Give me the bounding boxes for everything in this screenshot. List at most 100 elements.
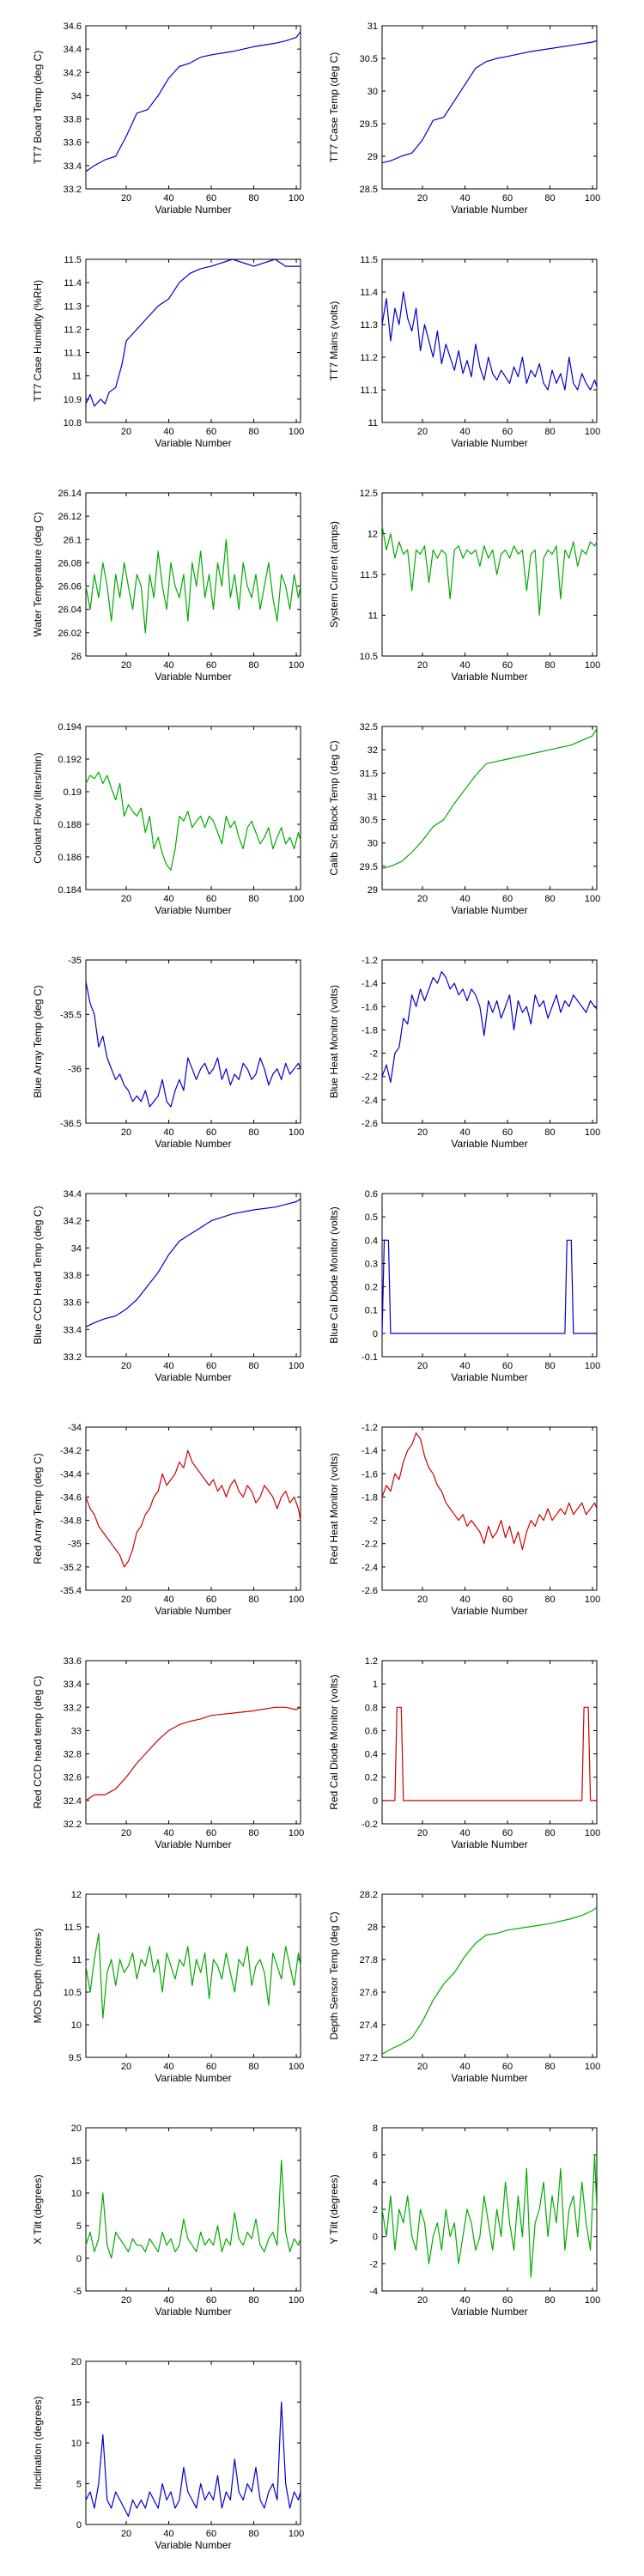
x-tick-label: 40 — [163, 2062, 173, 2072]
y-tick-label: -2 — [369, 2259, 378, 2269]
y-tick-label: 26.12 — [58, 512, 82, 522]
y-axis-label: Calib Src Block Temp (deg C) — [328, 740, 340, 875]
x-tick-label: 60 — [502, 2295, 513, 2306]
x-tick-label: 60 — [206, 1127, 216, 1138]
y-tick-label: -34.4 — [60, 1469, 82, 1479]
series-line-1 — [85, 538, 301, 634]
x-tick-label: 40 — [459, 894, 470, 904]
x-tick-label: 20 — [417, 2295, 428, 2306]
chart-8: 20 40 60 80 100 29 29.5 30 30.5 31 31.5 32 32.5 Varia… — [328, 722, 600, 916]
chart-13: 20 40 60 80 100 -35.4 -35.2 -35 -34.8 -34.6 -34.4 -… — [32, 1423, 304, 1617]
y-tick-label: 33.2 — [64, 1352, 82, 1363]
y-tick-label: 27.4 — [360, 2020, 378, 2031]
y-tick-label: 26.02 — [58, 629, 82, 639]
x-axis-label: Variable Number — [155, 671, 231, 683]
x-tick-label: 20 — [417, 660, 428, 671]
y-tick-label: -1.8 — [361, 1025, 378, 1036]
x-tick-label: 80 — [248, 1361, 258, 1371]
y-tick-label: 11.2 — [64, 325, 82, 335]
x-tick-label: 40 — [163, 193, 173, 204]
x-tick-label: 60 — [206, 2529, 216, 2539]
y-axis-label: MOS Depth (meters) — [32, 1929, 44, 2024]
y-tick-label: 33.6 — [64, 138, 82, 149]
series-line-1 — [85, 981, 301, 1108]
plot-frame — [381, 959, 598, 1124]
y-axis-label: Blue Cal Diode Monitor (volts) — [328, 1206, 340, 1343]
x-tick-label: 100 — [585, 193, 600, 204]
chart-18: 20 40 60 80 100 27.2 27.4 27.6 27.8 28 28.2 Variabl… — [328, 1890, 600, 2084]
y-tick-label: 33.8 — [64, 115, 82, 125]
x-tick-label: 40 — [459, 660, 470, 671]
y-tick-label: 5 — [76, 2480, 82, 2490]
series-line-1 — [381, 291, 598, 391]
x-tick-label: 80 — [544, 894, 555, 904]
x-tick-label: 100 — [289, 427, 304, 437]
chart-14: 20 40 60 80 100 -2.6 -2.4 -2.2 -2 -1.8 -1.6 -1.4 -1.… — [328, 1423, 600, 1617]
x-axis-label: Variable Number — [451, 2306, 527, 2318]
y-tick-label: 29 — [368, 152, 378, 162]
x-axis-label: Variable Number — [451, 904, 527, 916]
y-tick-label: 28.5 — [360, 185, 378, 195]
y-tick-label: 32.2 — [64, 1820, 82, 1830]
y-tick-label: 27.6 — [360, 1988, 378, 1998]
series-line-1 — [85, 2401, 301, 2518]
chart-16: 20 40 60 80 100 -0.2 0 0.2 0.4 0.6 0.8 1 1.2 Variable… — [328, 1656, 600, 1850]
y-tick-label: 0.194 — [58, 722, 82, 732]
x-tick-label: 40 — [163, 2295, 173, 2306]
x-axis-label: Variable Number — [451, 1138, 527, 1150]
x-axis-label: Variable Number — [451, 1838, 527, 1850]
y-tick-label: -34.8 — [60, 1516, 82, 1527]
y-tick-label: 11.1 — [360, 386, 378, 396]
x-axis-label: Variable Number — [155, 437, 231, 449]
y-tick-label: 11 — [368, 418, 378, 428]
chart-20: 20 40 60 80 100 -4 -2 0 2 4 6 8 Variable Number Y Til… — [328, 2123, 600, 2318]
y-tick-label: -2 — [369, 1516, 378, 1527]
x-tick-label: 20 — [121, 894, 131, 904]
y-tick-label: 26.04 — [58, 605, 82, 616]
y-tick-label: 34 — [71, 1243, 82, 1254]
x-tick-label: 20 — [121, 1361, 131, 1371]
y-tick-label: 33.4 — [64, 1325, 82, 1335]
x-axis-label: Variable Number — [155, 2539, 231, 2551]
y-tick-label: 8 — [373, 2123, 378, 2134]
y-tick-label: 26.14 — [58, 489, 82, 499]
y-tick-label: 33.8 — [64, 1271, 82, 1281]
y-tick-label: 30.5 — [360, 816, 378, 826]
y-tick-label: 0.184 — [58, 885, 82, 896]
y-tick-label: 34.4 — [64, 45, 82, 55]
series-line-1 — [85, 1198, 301, 1327]
chart-11: 20 40 60 80 100 33.2 33.4 33.6 33.8 34 34.2 34.4 Var… — [32, 1189, 304, 1383]
x-tick-label: 60 — [502, 1828, 513, 1838]
y-tick-label: 28.2 — [360, 1890, 378, 1900]
plot-frame — [381, 726, 598, 890]
x-tick-label: 80 — [544, 1828, 555, 1838]
y-tick-label: 10 — [71, 2189, 82, 2199]
y-tick-label: -1.6 — [361, 1469, 378, 1479]
y-tick-label: 0.5 — [365, 1212, 378, 1223]
x-tick-label: 80 — [248, 427, 258, 437]
x-tick-label: 80 — [544, 193, 555, 204]
y-tick-label: 33.4 — [64, 1680, 82, 1690]
x-tick-label: 60 — [206, 1828, 216, 1838]
y-axis-label: System Current (amps) — [328, 521, 340, 628]
x-tick-label: 60 — [502, 427, 513, 437]
plot-frame — [85, 2360, 301, 2525]
x-tick-label: 80 — [544, 660, 555, 671]
y-tick-label: 27.8 — [360, 1955, 378, 1965]
x-tick-label: 100 — [289, 1361, 304, 1371]
series-line-1 — [85, 1449, 301, 1568]
y-tick-label: 33.4 — [64, 161, 82, 172]
x-tick-label: 40 — [459, 1828, 470, 1838]
y-tick-label: 30.5 — [360, 54, 378, 64]
x-tick-label: 60 — [502, 660, 513, 671]
y-tick-label: 6 — [373, 2151, 378, 2161]
y-tick-label: -0.1 — [361, 1352, 378, 1363]
y-tick-label: 31 — [368, 21, 378, 32]
series-line-1 — [381, 970, 598, 1084]
y-tick-label: 0.6 — [365, 1189, 378, 1200]
x-axis-label: Variable Number — [451, 1371, 527, 1383]
y-tick-label: -2.2 — [361, 1072, 378, 1083]
x-tick-label: 60 — [502, 193, 513, 204]
y-tick-label: 11 — [368, 611, 378, 622]
y-axis-label: Red CCD head temp (deg C) — [32, 1676, 44, 1809]
